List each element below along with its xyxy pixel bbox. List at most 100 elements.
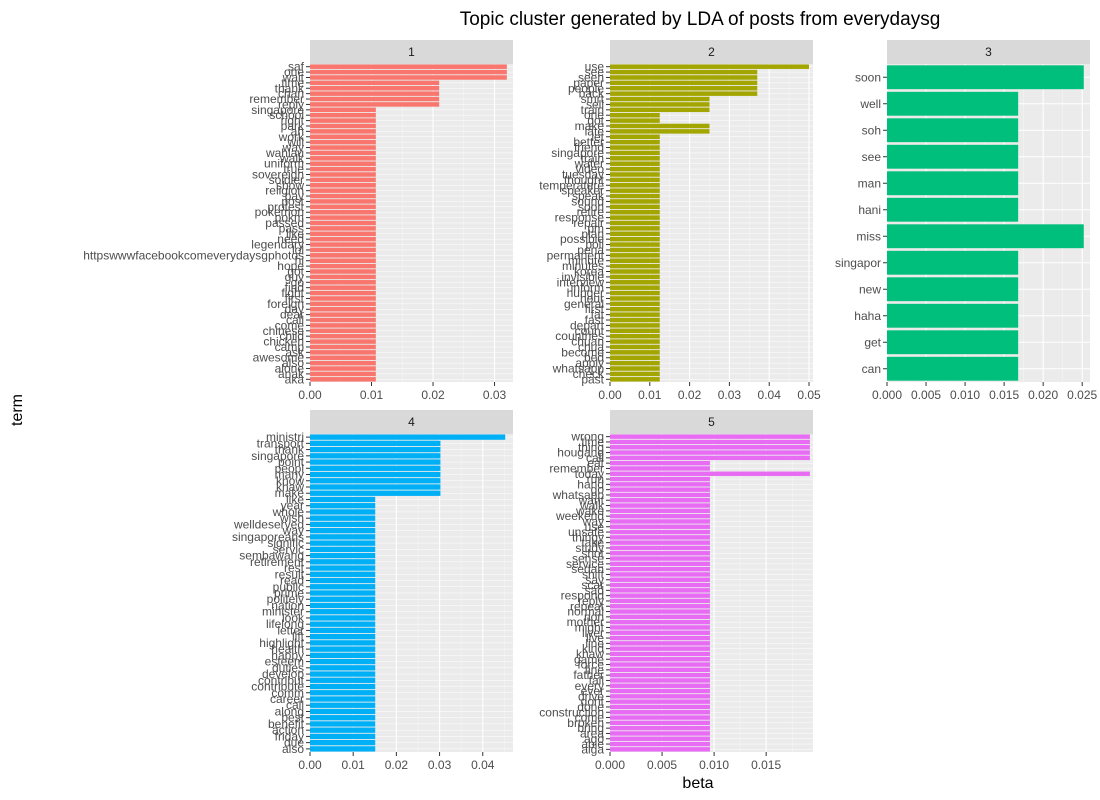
bar-wake xyxy=(610,508,710,514)
bar-soh xyxy=(887,118,1019,143)
term-label-true: true xyxy=(283,162,304,176)
bar-general xyxy=(610,301,660,307)
term-label-fight: fight xyxy=(281,286,304,300)
facet-panel-1: 1 0.00 0.01 0.02 0.03 safonewaittimethankchan… xyxy=(83,40,513,402)
term-label-make: make xyxy=(275,486,305,500)
bar-way xyxy=(310,527,376,534)
bar-first xyxy=(610,306,660,312)
term-label-prime: prime xyxy=(274,586,304,600)
term-label-hougang: hougang xyxy=(557,446,604,460)
bar-result xyxy=(310,571,376,577)
term-label-walk: walk xyxy=(279,151,305,165)
bar-temperature xyxy=(610,183,660,188)
term-label-hope: hope xyxy=(277,259,304,273)
term-label-game: game xyxy=(574,652,604,666)
term-label-also: also xyxy=(282,356,304,370)
term-label-way: way xyxy=(282,141,304,155)
bar-weekend xyxy=(610,513,710,519)
term-label-along: along xyxy=(275,704,304,718)
term-label-singapor: singapor xyxy=(835,256,881,270)
bar-countries xyxy=(610,333,660,339)
term-label-area: area xyxy=(580,726,604,740)
bar-way xyxy=(310,145,376,150)
term-label-thingy: thingy xyxy=(572,530,604,544)
term-label-way: way xyxy=(282,524,304,538)
bar-go xyxy=(310,280,376,285)
facet-panel-3: 3 0.000 0.005 0.010 0.015 0.020 0.025 soon well s… xyxy=(835,40,1098,402)
term-label-anak: anak xyxy=(278,367,305,381)
bar-seen xyxy=(610,75,758,80)
term-label-chicken: chicken xyxy=(263,335,304,349)
term-label-chan: chan xyxy=(278,87,304,101)
term-label-father: father xyxy=(573,668,604,682)
term-label-get: get xyxy=(864,335,881,349)
bar-friend xyxy=(610,145,660,150)
term-label-httpswwwfacebookcomeverydaysgphotos: httpswwwfacebookcomeverydaysgphotos xyxy=(83,248,304,262)
bar-wahlau xyxy=(310,150,376,156)
bar-develop xyxy=(310,671,376,677)
x-tick-label: 0.00 xyxy=(298,758,322,772)
bar-shot xyxy=(610,551,710,556)
bar-check xyxy=(610,371,660,377)
bar-minute xyxy=(610,258,660,263)
bar-call xyxy=(310,317,376,323)
term-label-got: got xyxy=(587,114,604,128)
bar-see xyxy=(887,144,1019,169)
bar-unsafe xyxy=(610,529,710,535)
term-label-one: one xyxy=(284,65,304,79)
x-tick-label: 0.02 xyxy=(385,758,409,772)
term-label-possible: possible xyxy=(560,232,604,246)
term-label-reply: reply xyxy=(278,97,304,111)
term-label-duties: duties xyxy=(272,661,304,675)
term-label-soldier: soldier xyxy=(269,173,304,187)
bar-permanent xyxy=(610,253,660,258)
term-label-friday: friday xyxy=(275,729,304,743)
term-label-post: post xyxy=(281,194,304,208)
bar-aka xyxy=(310,377,376,382)
term-label-shift: shift xyxy=(582,567,605,581)
bar-show xyxy=(310,183,376,188)
term-label-interview: interview xyxy=(557,275,605,289)
term-label-call: call xyxy=(286,698,304,712)
bar-past xyxy=(610,377,660,382)
bar-remember xyxy=(310,96,440,102)
bar-highlight xyxy=(310,640,376,646)
bar-construction xyxy=(610,710,710,715)
term-label-first: first xyxy=(585,302,605,316)
term-label-saf: saf xyxy=(288,60,305,74)
bar-normal xyxy=(610,609,710,614)
term-label-thank: thank xyxy=(275,443,305,457)
term-label-make: make xyxy=(575,119,605,133)
bar-lift xyxy=(310,633,376,640)
x-tick-label: 0.04 xyxy=(758,388,782,402)
term-label-religion: religion xyxy=(265,184,304,198)
bar-pass xyxy=(310,226,376,231)
bar-hour xyxy=(610,296,660,301)
term-label-new: new xyxy=(859,282,881,296)
bar-peopl xyxy=(310,465,441,471)
bar-thank xyxy=(310,446,441,453)
bar-guy xyxy=(310,274,376,280)
term-label-fall: fall xyxy=(589,673,604,687)
bar-also xyxy=(310,360,376,366)
term-label-pass: pass xyxy=(279,221,304,235)
term-label-wait: wait xyxy=(282,70,305,84)
facet-panels: 10.00 0.01 0.02 0.03safonewaittimethankchan… xyxy=(83,40,1098,772)
facet-strip xyxy=(887,40,1090,64)
bar-non xyxy=(610,614,710,620)
term-label-hi: hi xyxy=(295,254,304,268)
bar-sense xyxy=(610,556,710,561)
term-label-done: done xyxy=(577,700,604,714)
bar-day xyxy=(310,306,376,312)
term-label-look: look xyxy=(282,611,305,625)
term-label-hani: hani xyxy=(858,203,881,217)
bar-pena xyxy=(610,247,660,253)
bar-call xyxy=(610,455,810,461)
term-label-esteem: esteem xyxy=(265,655,304,669)
bar-khaw xyxy=(310,484,441,490)
term-label-permanent: permanent xyxy=(547,248,605,262)
bar-minister xyxy=(310,609,376,615)
term-label-one: one xyxy=(584,108,604,122)
term-label-foreign: foreign xyxy=(267,297,304,311)
term-label-chinese: chinese xyxy=(263,324,305,338)
